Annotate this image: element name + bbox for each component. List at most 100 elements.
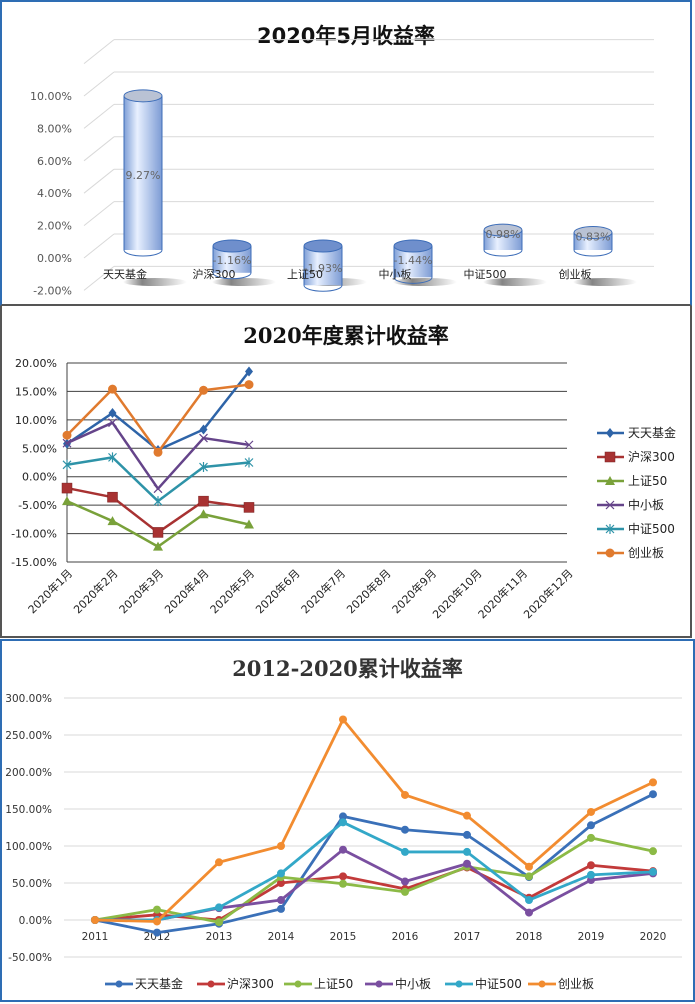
svg-text:50.00%: 50.00% [12,878,52,890]
svg-text:2020年2月: 2020年2月 [70,566,120,616]
svg-text:2019: 2019 [578,931,605,943]
y-axis-labels: 10.00% 8.00% 6.00% 4.00% 2.00% 0.00% -2.00% [30,90,72,297]
svg-text:2015: 2015 [330,931,357,943]
svg-text:天天基金: 天天基金 [103,267,147,281]
svg-text:2020年7月: 2020年7月 [298,566,348,616]
cylinder-bar-chart: 10.00% 8.00% 6.00% 4.00% 2.00% 0.00% -2.00% 9.2… [30,39,654,297]
series-line [91,833,657,927]
svg-text:天天基金: 天天基金 [135,976,183,991]
svg-text:-15.00%: -15.00% [11,556,57,569]
svg-text:-50.00%: -50.00% [8,952,52,964]
svg-text:2013: 2013 [206,931,233,943]
svg-text:0.00%: 0.00% [19,915,52,927]
svg-text:2017: 2017 [454,931,481,943]
svg-text:8.00%: 8.00% [37,122,72,135]
line-chart: 20.00% 15.00% 10.00% 5.00% 0.00% -5.00% -10.00… [11,357,676,621]
svg-text:2.00%: 2.00% [37,220,72,233]
svg-text:-5.00%: -5.00% [18,499,57,512]
svg-text:4.00%: 4.00% [37,187,72,200]
svg-text:沪深300: 沪深300 [628,450,675,464]
svg-text:2020: 2020 [640,931,667,943]
legend-item: 中小板 [365,976,431,991]
x-axis-labels: 2011 2012 2013 2014 2015 2016 2017 2018 2019 2020 [82,931,667,943]
legend-item: 沪深300 [197,977,274,991]
bars: 9.27%天天基金-1.16%沪深300 -1.93%上证50-1.44%中小板0… [103,89,637,292]
series-line [61,482,255,538]
series-line [62,496,254,551]
svg-text:0.00%: 0.00% [37,252,72,265]
svg-text:2018: 2018 [516,931,543,943]
legend-item: 创业板 [528,977,594,991]
svg-text:上证50: 上证50 [287,268,323,281]
svg-text:中证500: 中证500 [475,976,522,991]
svg-text:0.83%: 0.83% [576,231,611,244]
svg-text:250.00%: 250.00% [5,730,52,742]
series-line [62,380,254,457]
svg-text:创业板: 创业板 [558,977,594,991]
svg-text:2012: 2012 [144,931,171,943]
legend-item: 中证500 [597,521,675,536]
svg-text:创业板: 创业板 [559,267,592,281]
svg-text:9.27%: 9.27% [126,169,161,182]
series-line [91,790,657,937]
svg-text:2020年6月: 2020年6月 [252,566,302,616]
series-line [91,818,657,924]
svg-text:5.00%: 5.00% [22,442,57,455]
gridlines: 300.00% 250.00% 200.00% 150.00% 100.00% 50.00… [5,693,682,964]
cylinder-bar: 9.27% 天天基金 [103,89,187,286]
x-axis-labels: 2020年1月2020年2月2020年3月2020年4月2020年5月2020年… [25,566,576,621]
legend-item: 上证50 [597,474,667,488]
cylinder-bar: 0.98% 中证500 [464,223,547,286]
gridlines [83,39,654,291]
svg-text:0.00%: 0.00% [22,471,57,484]
svg-text:创业板: 创业板 [628,546,664,560]
legend-item: 天天基金 [105,976,183,991]
legend-item: 天天基金 [597,425,676,440]
svg-text:2020年12月: 2020年12月 [520,566,575,621]
svg-text:10.00%: 10.00% [30,90,72,103]
svg-text:2020年8月: 2020年8月 [343,566,393,616]
svg-text:300.00%: 300.00% [5,693,52,705]
svg-text:中证500: 中证500 [464,268,507,281]
svg-text:100.00%: 100.00% [5,841,52,853]
svg-text:-1.16%: -1.16% [213,254,252,267]
chart-title: 2020年度累计收益率 [243,323,449,348]
legend-item: 中小板 [597,497,664,512]
svg-text:2020年3月: 2020年3月 [116,566,166,616]
svg-text:中小板: 中小板 [379,267,412,281]
svg-text:0.98%: 0.98% [486,228,521,241]
svg-text:2020年9月: 2020年9月 [389,566,439,616]
legend: 天天基金 沪深300 上证50 中小板 中证500 创业板 [105,976,594,991]
svg-text:上证50: 上证50 [628,474,667,488]
svg-text:中小板: 中小板 [395,976,431,991]
chart-2012-2020-cumulative-return: 2012-2020累计收益率 300.00% 250.00% 200.00% 150.… [0,639,695,1002]
svg-text:2011: 2011 [82,931,109,943]
svg-text:天天基金: 天天基金 [628,425,676,440]
svg-text:中证500: 中证500 [628,521,675,536]
chart-ytd-cumulative-return: 2020年度累计收益率 20.00% 15.00% 10.00% 5.00% 0.00%… [0,306,692,638]
legend-item: 上证50 [284,977,353,991]
gridlines: 20.00% 15.00% 10.00% 5.00% 0.00% -5.00% -10.00… [11,357,567,569]
series-line [62,418,254,494]
svg-text:-10.00%: -10.00% [11,528,57,541]
svg-text:上证50: 上证50 [314,977,353,991]
chart-title: 2020年5月收益率 [256,24,436,48]
svg-text:2020年1月: 2020年1月 [25,566,75,616]
svg-text:2020年4月: 2020年4月 [161,566,211,616]
cylinder-bar: -1.44%中小板 [379,239,457,286]
svg-text:150.00%: 150.00% [5,804,52,816]
cylinder-bar: -1.93%上证50 [287,239,367,292]
cylinder-bar: 0.83% 创业板 [559,226,637,286]
svg-text:沪深300: 沪深300 [193,267,236,281]
svg-text:10.00%: 10.00% [15,414,57,427]
legend-item: 中证500 [445,976,522,991]
svg-text:-2.00%: -2.00% [33,284,72,297]
series-lines [61,366,255,551]
svg-text:2016: 2016 [392,931,419,943]
svg-text:-1.93%: -1.93% [304,262,343,275]
svg-text:6.00%: 6.00% [37,155,72,168]
legend-item: 创业板 [597,546,664,560]
line-chart: 300.00% 250.00% 200.00% 150.00% 100.00% 50.00… [5,693,682,991]
svg-text:沪深300: 沪深300 [227,977,274,991]
